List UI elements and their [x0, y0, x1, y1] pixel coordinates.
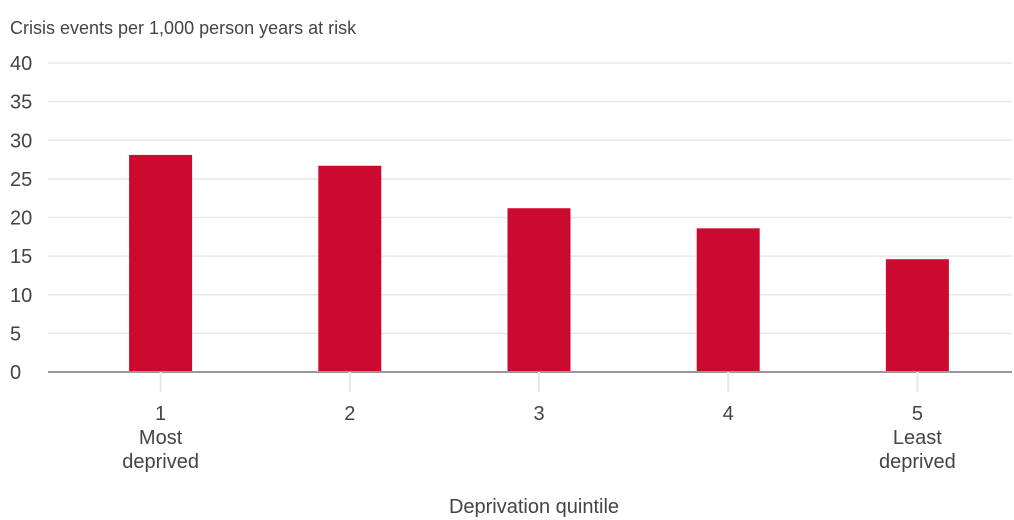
- bar-5: [885, 259, 949, 372]
- y-axis-ticks: 0 5 10 15 20 25 30 35 40: [10, 53, 32, 384]
- y-tick-label: 25: [10, 169, 32, 191]
- y-tick-label: 40: [10, 53, 32, 75]
- x-tick-label: 5: [912, 403, 923, 425]
- x-tick-label: 2: [344, 403, 355, 425]
- bar-4: [696, 228, 760, 372]
- bar-2: [318, 165, 382, 372]
- y-tick-label: 5: [10, 323, 21, 345]
- x-tick-sublabel: deprived: [879, 451, 956, 473]
- y-tick-label: 15: [10, 246, 32, 268]
- x-tick-sublabel: Least: [893, 427, 942, 449]
- x-tick-label: 1: [155, 403, 166, 425]
- x-tick-sublabel: deprived: [122, 451, 199, 473]
- bar-1: [129, 154, 193, 372]
- y-tick-label: 0: [10, 362, 21, 384]
- y-tick-label: 30: [10, 130, 32, 152]
- x-axis-title: Deprivation quintile: [449, 496, 619, 518]
- bar-3: [507, 208, 571, 372]
- y-tick-label: 10: [10, 285, 32, 307]
- y-tick-label: 20: [10, 208, 32, 230]
- x-tick-label: 4: [723, 403, 734, 425]
- y-axis-title: Crisis events per 1,000 person years at …: [10, 18, 357, 38]
- x-tick-label: 3: [533, 403, 544, 425]
- y-tick-label: 35: [10, 92, 32, 114]
- bars: [129, 154, 949, 372]
- x-tick-sublabel: Most: [139, 427, 183, 449]
